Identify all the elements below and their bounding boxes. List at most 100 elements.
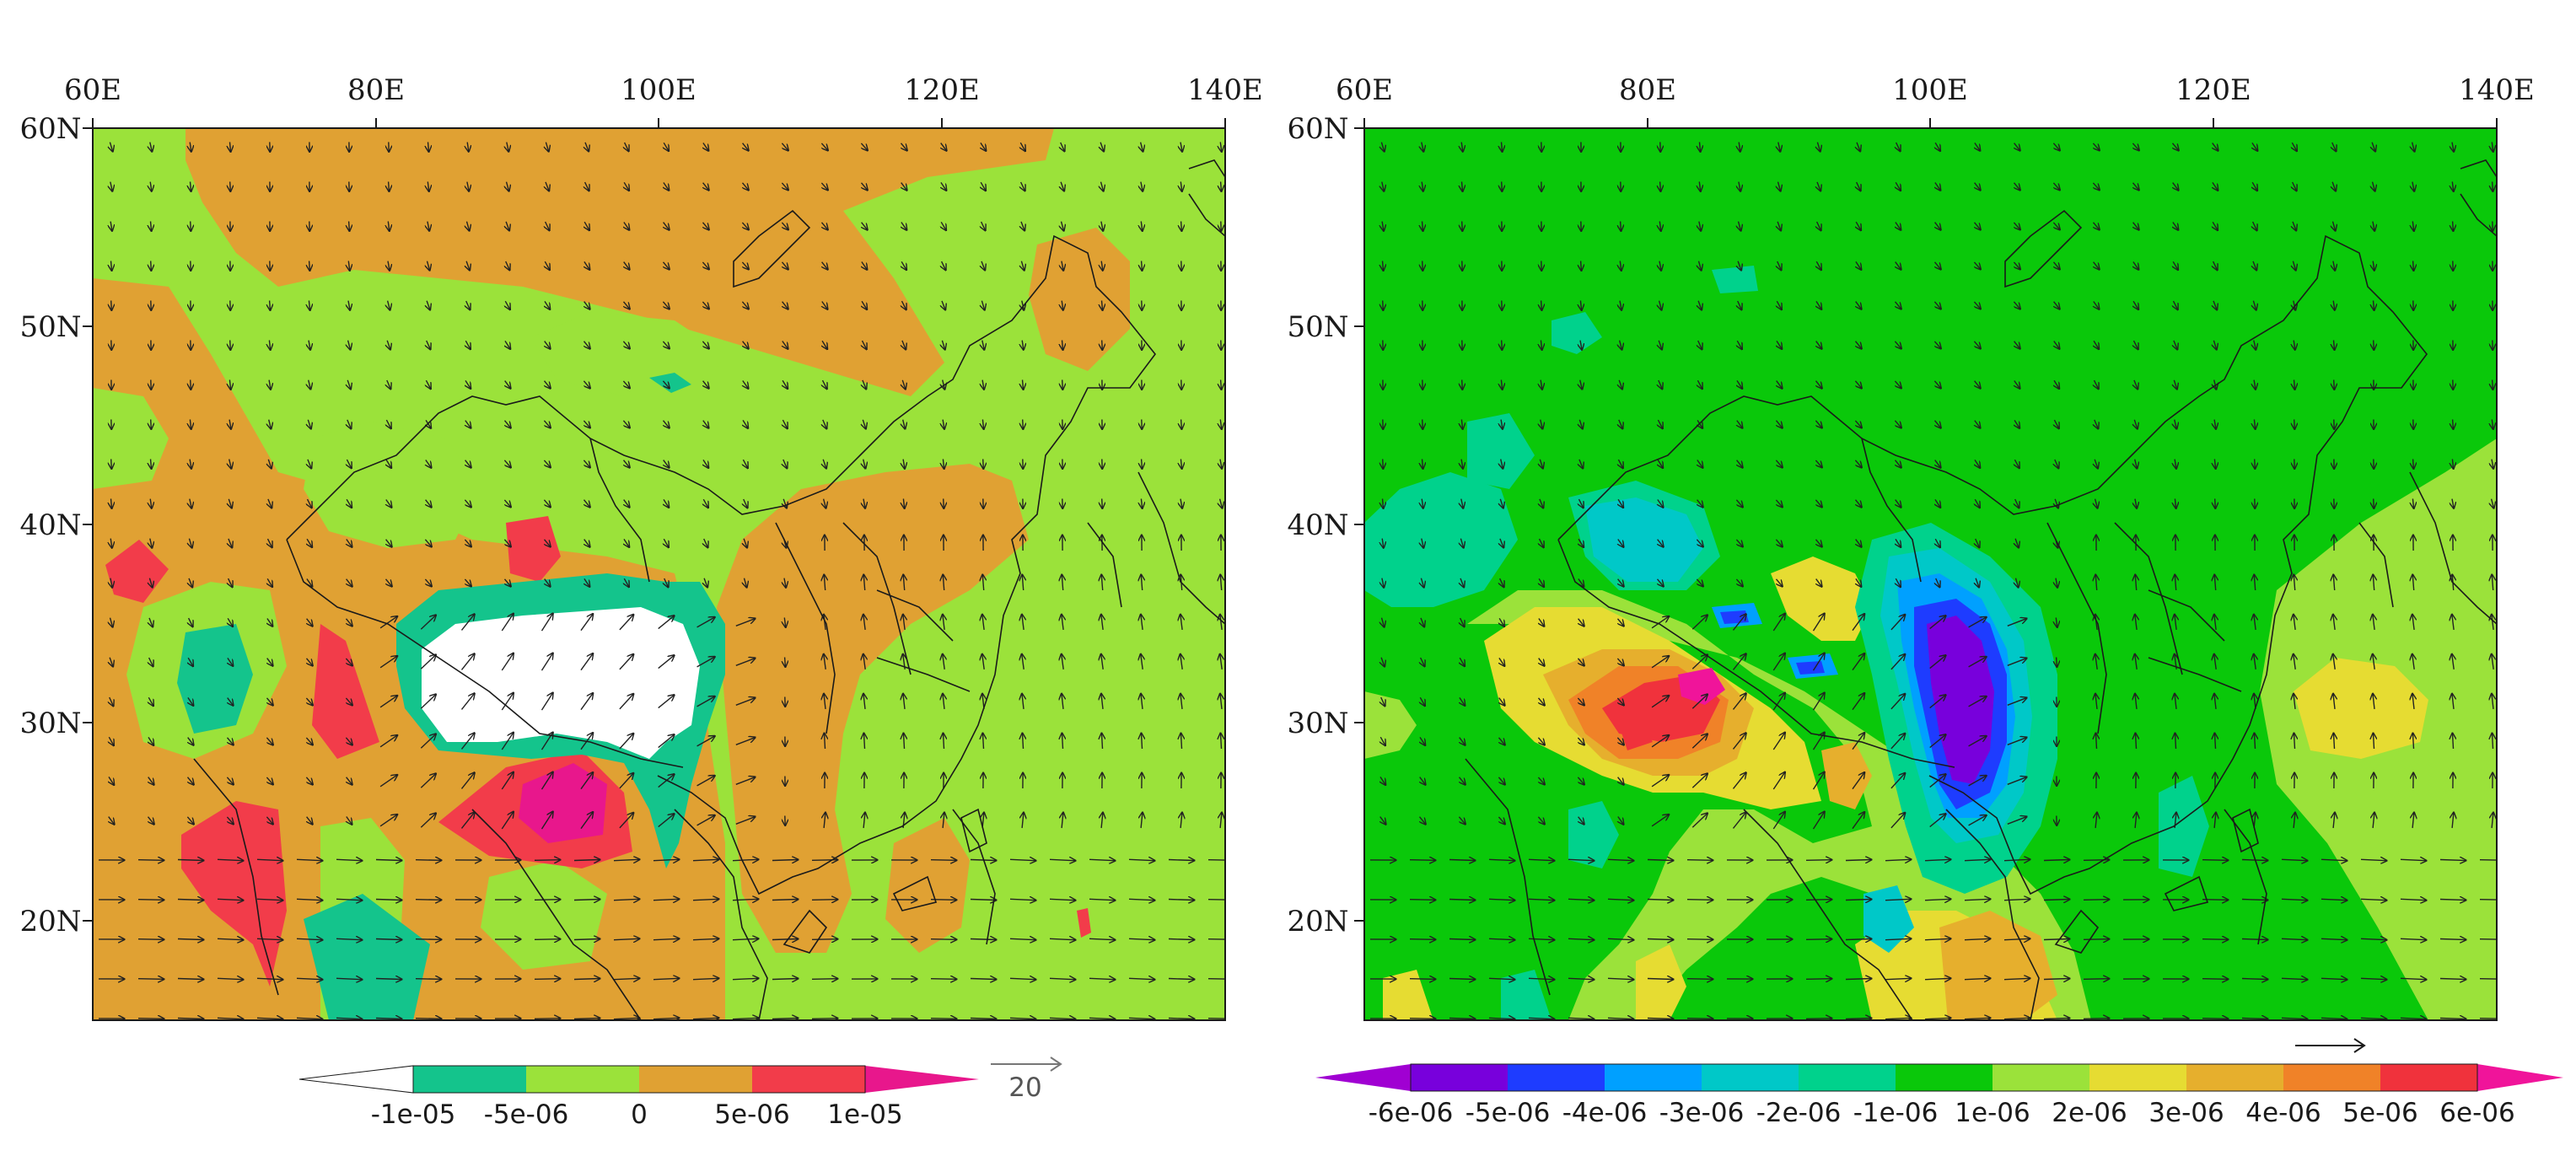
wind-vector-arrow — [1220, 142, 1221, 152]
wind-vector-arrow — [1168, 900, 1194, 901]
wind-vector-arrow — [1845, 979, 1871, 980]
wind-vector-arrow — [2453, 419, 2454, 429]
wind-vector-arrow — [658, 616, 675, 630]
wind-vector-arrow — [2412, 221, 2413, 231]
wind-vector-arrow — [137, 900, 164, 901]
wind-vector-arrow — [2294, 813, 2295, 829]
wind-vector-arrow — [1812, 812, 1825, 830]
wind-vector-arrow — [2213, 221, 2218, 229]
wind-vector-arrow — [348, 340, 351, 350]
wind-vector-arrow — [2054, 261, 2060, 269]
wind-vector-arrow — [2133, 182, 2139, 190]
wind-vector-arrow — [420, 774, 435, 788]
wind-vector-arrow — [1732, 734, 1746, 750]
wind-vector-arrow — [619, 694, 633, 710]
wind-vector-arrow — [501, 614, 513, 632]
wind-vector-arrow — [1618, 777, 1624, 785]
wind-vector-arrow — [1383, 261, 1384, 271]
wind-vector-arrow — [2094, 261, 2100, 270]
wind-vector-arrow — [2093, 142, 2099, 150]
wind-vector-arrow — [1699, 221, 1701, 231]
wind-vector-arrow — [505, 578, 511, 586]
right-colorbar-label: -6e-06 — [1369, 1098, 1454, 1128]
left-colorbar-swatch — [639, 1066, 752, 1093]
wind-vector-arrow — [824, 615, 826, 630]
wind-vector-arrow — [981, 261, 985, 270]
wind-vector-arrow — [1890, 694, 1905, 710]
wind-vector-arrow — [1089, 859, 1115, 860]
wind-vector-arrow — [1142, 734, 1143, 750]
wind-vector-arrow — [735, 817, 755, 825]
wind-vector-arrow — [1658, 499, 1663, 508]
wind-vector-arrow — [2252, 181, 2257, 191]
wind-vector-arrow — [696, 657, 715, 668]
wind-vector-arrow — [1777, 420, 1783, 428]
wind-vector-arrow — [1896, 460, 1901, 468]
wind-vector-arrow — [624, 181, 629, 190]
wind-vector-arrow — [1651, 616, 1669, 629]
wind-vector-arrow — [1022, 575, 1023, 591]
wind-vector-arrow — [1500, 498, 1503, 508]
wind-vector-arrow — [583, 420, 589, 427]
wind-vector-arrow — [1459, 816, 1465, 824]
left-colorbar-swatch — [526, 1066, 639, 1093]
wind-vector-arrow — [2413, 459, 2414, 469]
wind-vector-arrow — [2333, 694, 2335, 709]
wind-vector-arrow — [1691, 695, 1707, 709]
wind-vector-arrow — [2175, 615, 2176, 630]
wind-vector-arrow — [534, 939, 560, 940]
wind-vector-arrow — [703, 182, 709, 191]
wind-vector-arrow — [2094, 222, 2100, 229]
wind-vector-arrow — [784, 617, 785, 627]
wind-vector-arrow — [1700, 142, 1701, 152]
wind-vector-arrow — [2014, 420, 2019, 427]
wind-vector-arrow — [1924, 978, 1950, 979]
wind-vector-arrow — [467, 142, 469, 152]
wind-vector-arrow — [703, 222, 709, 229]
wind-vector-arrow — [2135, 654, 2137, 669]
wind-vector-arrow — [1501, 459, 1503, 469]
wind-vector-arrow — [1568, 978, 1594, 979]
wind-vector-arrow — [227, 777, 233, 784]
wind-vector-arrow — [150, 142, 152, 152]
wind-vector-arrow — [2095, 419, 2098, 428]
wind-vector-arrow — [1617, 697, 1623, 705]
wind-vector-arrow — [1895, 341, 1901, 348]
wind-vector-arrow — [1409, 979, 1435, 980]
right-colorbar-swatch — [1993, 1064, 2089, 1091]
wind-vector-arrow — [1935, 420, 1941, 428]
wind-vector-arrow — [1697, 460, 1702, 468]
wind-vector-arrow — [783, 459, 787, 468]
wind-vector-arrow — [1499, 617, 1504, 626]
wind-vector-arrow — [583, 460, 589, 467]
wind-vector-arrow — [1181, 734, 1182, 750]
wind-vector-arrow — [1381, 657, 1385, 666]
right-teal-region-8 — [1552, 312, 1602, 354]
wind-vector-arrow — [2333, 221, 2336, 231]
wind-vector-arrow — [743, 380, 748, 389]
wind-vector-arrow — [1968, 696, 1987, 707]
wind-vector-arrow — [2333, 813, 2335, 829]
right-colorbar-swatch — [1702, 1064, 1799, 1091]
wind-vector-arrow — [188, 657, 193, 666]
wind-vector-arrow — [1852, 693, 1864, 711]
wind-vector-arrow — [1538, 737, 1544, 745]
wind-vector-arrow — [1699, 261, 1702, 271]
wind-vector-arrow — [743, 420, 748, 427]
wind-vector-arrow — [1500, 538, 1503, 547]
wind-vector-arrow — [613, 859, 639, 860]
wind-vector-arrow — [619, 654, 633, 670]
left-x-tick-label: 140E — [1187, 73, 1263, 107]
wind-vector-arrow — [901, 261, 906, 269]
wind-vector-arrow — [465, 420, 471, 428]
wind-vector-arrow — [1528, 899, 1554, 900]
wind-vector-arrow — [1488, 938, 1514, 939]
wind-vector-arrow — [465, 578, 471, 586]
wind-vector-arrow — [388, 221, 389, 231]
right-y-tick-label: 30N — [1287, 707, 1348, 740]
right-colorbar-swatch — [2089, 1064, 2186, 1091]
wind-vector-arrow — [388, 261, 390, 271]
wind-vector-arrow — [658, 655, 675, 669]
wind-vector-arrow — [1142, 459, 1143, 469]
wind-vector-arrow — [505, 300, 509, 309]
